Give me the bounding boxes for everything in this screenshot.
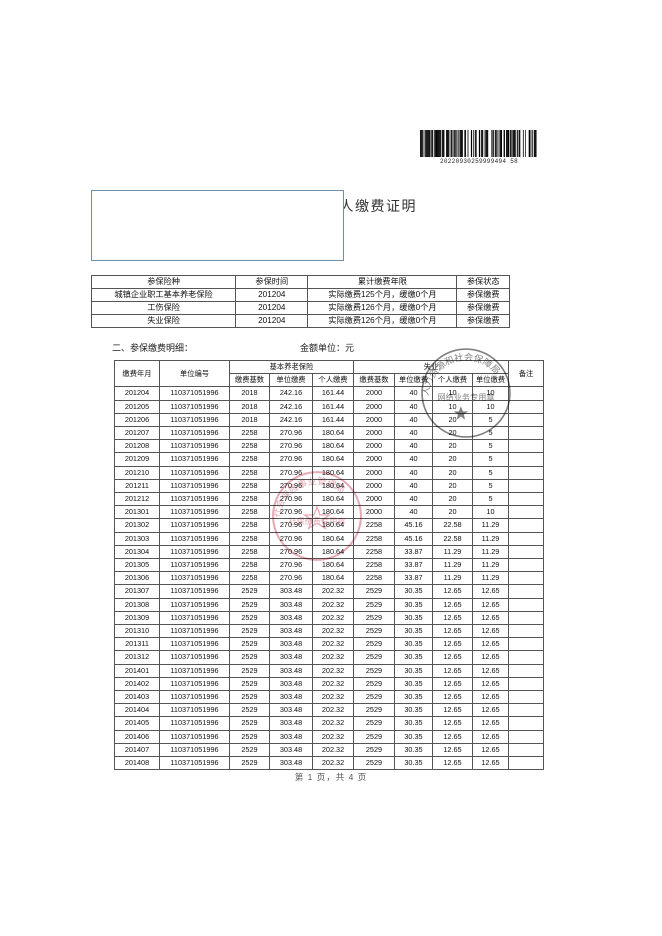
svg-text:社保缴费专用章: 社保缴费专用章 [288,516,345,527]
svg-text:社会保险事业管理局: 社会保险事业管理局 [271,473,349,519]
svg-text:网络业务专用章: 网络业务专用章 [437,392,494,403]
